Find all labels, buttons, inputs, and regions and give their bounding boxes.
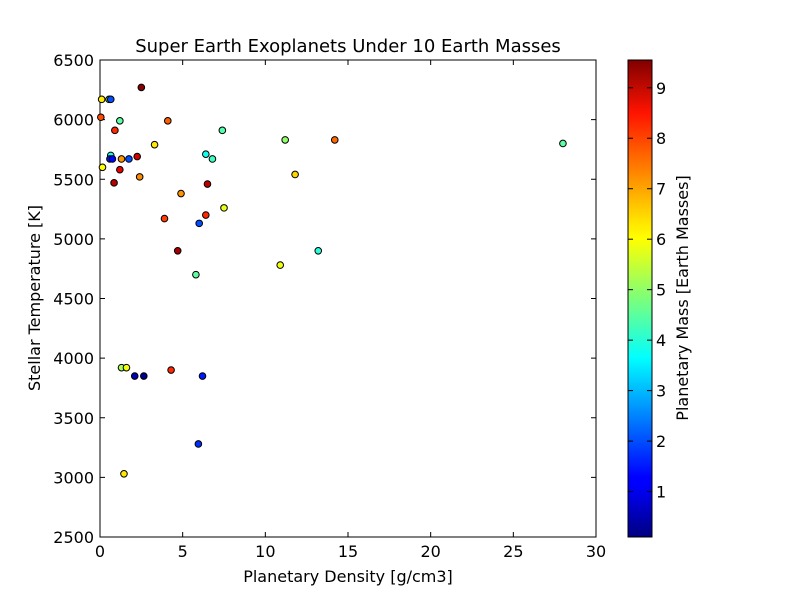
scatter-point (177, 189, 185, 198)
scatter-point (291, 170, 299, 179)
colorbar-tick-label: 4 (656, 331, 666, 350)
x-tick-label: 30 (586, 542, 606, 561)
scatter-point (106, 95, 115, 104)
y-tick-label: 5000 (53, 230, 94, 249)
scatter-point (97, 113, 105, 122)
x-axis-label: Planetary Density [g/cm3] (243, 567, 453, 586)
x-tick-label: 20 (420, 542, 440, 561)
scatter-point (202, 211, 210, 219)
scatter-point (203, 180, 212, 188)
scatter-point (130, 372, 139, 380)
colorbar-tick-label: 9 (656, 79, 666, 98)
scatter-point (133, 152, 141, 161)
scatter-point (281, 136, 289, 144)
colorbar-tick-label: 2 (656, 432, 666, 451)
scatter-point (110, 179, 118, 187)
scatter-point (195, 219, 203, 228)
chart-title: Super Earth Exoplanets Under 10 Earth Ma… (135, 36, 561, 57)
colorbar: 1 2 3 4 5 6 7 8 9 (627, 59, 666, 538)
y-tick-label: 6000 (53, 111, 94, 130)
scatter-point (194, 440, 203, 448)
y-tick-label: 3000 (53, 468, 94, 487)
colorbar-gradient (627, 59, 653, 538)
colorbar-tick-label: 3 (656, 382, 666, 401)
x-axis-ticks: 0 5 10 15 20 25 30 (95, 60, 606, 561)
colorbar-tick-label: 6 (656, 230, 666, 249)
scatter-points (97, 83, 567, 478)
scatter-point (173, 247, 182, 255)
scatter-point (117, 155, 126, 163)
scatter-point (220, 204, 228, 212)
scatter-point (167, 366, 175, 374)
scatter-point (202, 150, 210, 159)
colorbar-tick-label: 8 (656, 129, 666, 148)
y-tick-label: 3500 (53, 409, 94, 428)
colorbar-tick-label: 1 (656, 483, 666, 502)
x-tick-label: 10 (255, 542, 275, 561)
scatter-point (120, 469, 128, 478)
x-tick-label: 0 (95, 542, 105, 561)
scatter-point (108, 155, 117, 163)
colorbar-tick-label: 5 (656, 281, 666, 300)
x-tick-label: 5 (178, 542, 188, 561)
y-tick-label: 4000 (53, 349, 94, 368)
y-tick-label: 2500 (53, 528, 94, 547)
scatter-point (150, 140, 159, 149)
scatter-point (122, 363, 131, 372)
y-axis-ticks: 2500 3000 3500 4000 4500 5000 5500 6000 6500 (53, 51, 596, 547)
x-tick-label: 15 (338, 542, 358, 561)
y-axis-label: Stellar Temperature [K] (25, 205, 44, 391)
scatter-point (218, 126, 227, 135)
y-tick-label: 6500 (53, 51, 94, 70)
scatter-point (97, 95, 106, 104)
scatter-point (163, 117, 172, 125)
scatter-point (314, 247, 323, 255)
scatter-point (208, 155, 217, 163)
scatter-point (160, 214, 169, 223)
scatter-point (198, 372, 207, 380)
scatter-point (192, 270, 200, 279)
scatter-point (116, 165, 124, 174)
scatter-point (98, 163, 107, 172)
scatter-point (137, 83, 146, 92)
y-tick-label: 5500 (53, 170, 94, 189)
colorbar-ticks: 1 2 3 4 5 6 7 8 9 (628, 79, 666, 502)
y-tick-label: 4500 (53, 290, 94, 309)
scatter-point (140, 372, 148, 380)
scatter-point (125, 155, 133, 163)
scatter-point (276, 261, 285, 269)
colorbar-label: Planetary Mass [Earth Masses] (673, 175, 692, 420)
plot-frame (99, 59, 597, 538)
scatter-point (330, 136, 339, 144)
scatter-point (116, 117, 124, 125)
colorbar-tick-label: 7 (656, 180, 666, 199)
scatter-point (111, 126, 119, 135)
x-tick-label: 25 (503, 542, 523, 561)
scatter-point (559, 139, 567, 148)
plot-area: 0 5 10 15 20 25 30 2500 3000 3500 4000 4500 5000 550… (53, 51, 606, 561)
scatter-point (135, 173, 144, 181)
